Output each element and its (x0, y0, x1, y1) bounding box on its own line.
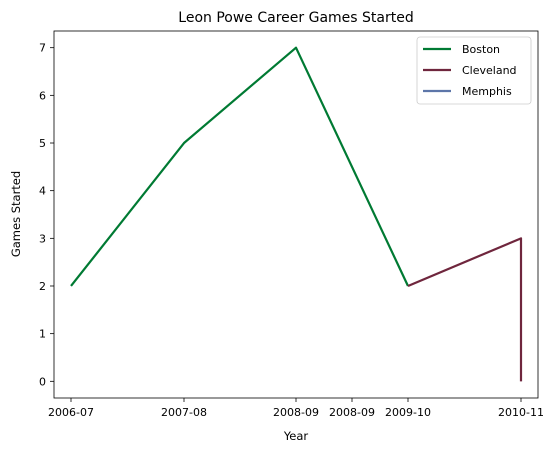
x-tick-label: 2008-09 (273, 406, 319, 419)
y-tick-label: 2 (39, 280, 46, 293)
chart-title: Leon Powe Career Games Started (178, 10, 413, 26)
y-tick-label: 5 (39, 137, 46, 150)
x-tick-label: 2007-08 (161, 406, 207, 419)
x-tick-label: 2009-10 (385, 406, 431, 419)
y-tick-label: 1 (39, 328, 46, 341)
y-tick-label: 4 (39, 185, 46, 198)
x-axis: 2006-07 2007-08 2008-09 2008-09 2009-10 2010-… (48, 398, 544, 419)
x-tick-label: 2008-09 (329, 406, 375, 419)
series-line-boston (70, 46, 409, 287)
x-tick-label: 2010-11 (498, 406, 544, 419)
series-lines (70, 46, 523, 382)
y-tick-label: 7 (39, 42, 46, 55)
series-line-cleveland (407, 237, 523, 382)
legend-box (416, 36, 532, 105)
legend-label: Boston (462, 43, 500, 56)
legend-label: Cleveland (462, 64, 517, 77)
x-tick-label: 2006-07 (48, 406, 94, 419)
y-axis-label: Games Started (9, 171, 23, 257)
x-axis-label: Year (283, 429, 309, 443)
legend: Boston Cleveland Memphis (416, 36, 532, 105)
y-tick-label: 3 (39, 232, 46, 245)
y-tick-label: 6 (39, 89, 46, 102)
y-axis: 0 1 2 3 4 5 6 7 (39, 42, 54, 388)
y-tick-label: 0 (39, 375, 46, 388)
legend-label: Memphis (462, 85, 512, 98)
